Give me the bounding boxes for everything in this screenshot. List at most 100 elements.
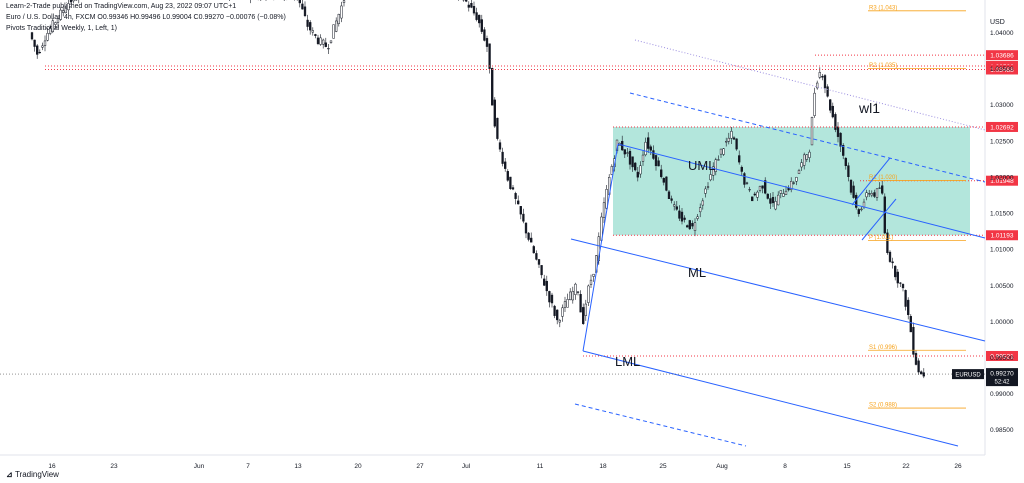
- candle-body: [553, 305, 556, 316]
- time-tick: 15: [843, 463, 851, 470]
- candle-body: [849, 179, 853, 193]
- candle-body: [660, 169, 663, 178]
- candle-body: [51, 20, 54, 32]
- candle-body: [579, 294, 582, 313]
- candle-body: [917, 360, 920, 373]
- time-tick: 22: [902, 463, 910, 470]
- candle-body: [912, 326, 915, 355]
- candle-body: [647, 137, 650, 149]
- candle-body: [899, 282, 902, 284]
- candle-body: [582, 307, 585, 324]
- candle-body: [800, 162, 803, 168]
- candle-body: [665, 176, 668, 191]
- candle-body: [641, 154, 645, 162]
- median-line: [570, 238, 986, 342]
- candle-body: [797, 170, 801, 174]
- candle-body: [678, 210, 681, 219]
- candle-body: [506, 171, 509, 181]
- candle-body: [688, 220, 691, 230]
- candle-body: [680, 211, 684, 222]
- candle-body: [732, 137, 736, 140]
- candle-body: [340, 5, 343, 19]
- candle-body: [712, 166, 715, 176]
- time-tick: Jul: [462, 463, 471, 470]
- candle-body: [41, 45, 44, 48]
- candle-body: [467, 4, 470, 8]
- candle-body: [818, 72, 821, 78]
- pivots-indicator-line: Pivots Traditional Weekly, 1, Left, 1): [6, 25, 118, 32]
- candle-body: [478, 14, 481, 24]
- candle-body: [834, 114, 837, 130]
- candle-body: [592, 273, 595, 277]
- candle-body: [743, 173, 746, 185]
- candle-body: [756, 191, 759, 198]
- candle-body: [766, 193, 769, 199]
- price-tick: 1.03500: [990, 66, 1014, 73]
- price-tick: 1.02000: [990, 174, 1014, 181]
- price-axis[interactable]: 1.04000 1.03500 1.03000 1.02500 1.02000 1.015…: [990, 30, 1014, 434]
- candle-body: [589, 279, 593, 285]
- level-price-label: 1.03686: [990, 53, 1014, 60]
- candle-body: [675, 206, 678, 210]
- candle-body: [888, 251, 892, 262]
- candle-body: [522, 213, 525, 222]
- candle-body: [823, 75, 827, 89]
- candle-body: [498, 142, 502, 150]
- candle-body: [54, 22, 57, 25]
- candle-body: [30, 32, 34, 40]
- candle-body: [316, 37, 320, 44]
- price-tick: 0.98500: [990, 427, 1014, 434]
- time-tick: 20: [354, 463, 362, 470]
- candle-body: [805, 154, 808, 160]
- time-axis[interactable]: 16 23 Jun 7 13 20 27 Jul 11 18 25 Aug 8 15 22 26: [48, 463, 962, 470]
- candle-body: [631, 156, 634, 168]
- price-tick: 1.00500: [990, 283, 1014, 290]
- candle-body: [623, 149, 626, 155]
- candle-body: [873, 192, 876, 197]
- candle-body: [485, 38, 489, 47]
- price-tick: 1.01500: [990, 211, 1014, 218]
- pivot-label: R2 (1.035): [869, 63, 897, 69]
- candle-body: [472, 6, 476, 14]
- warning-line-dashed: [574, 403, 747, 447]
- candle-body: [777, 194, 780, 206]
- candle-body: [504, 161, 507, 169]
- candle-body: [839, 132, 842, 147]
- candle-body: [875, 188, 879, 198]
- candle-body: [774, 201, 777, 210]
- candle-body: [829, 99, 832, 111]
- candle-body: [524, 222, 528, 234]
- time-tick: Aug: [716, 463, 728, 470]
- candle-body: [907, 299, 910, 316]
- pivot-label: S1 (0.996): [869, 345, 897, 351]
- candle-body: [563, 301, 567, 308]
- candle-body: [813, 92, 816, 116]
- candle-body: [693, 222, 697, 231]
- candle-body: [699, 207, 702, 213]
- candle-body: [537, 259, 541, 265]
- pivot-label: R1 (1.020): [869, 175, 897, 181]
- candle-body: [530, 237, 533, 243]
- candle-body: [329, 40, 333, 43]
- candle-body: [496, 117, 499, 139]
- level-price-label: 1.02692: [990, 124, 1014, 131]
- candle-body: [62, 10, 65, 13]
- candle-body: [803, 154, 806, 166]
- upper-warning-line-faint: [634, 39, 986, 131]
- price-tick: 1.01000: [990, 247, 1014, 254]
- candle-body: [714, 159, 717, 172]
- level-price-label: 0.99521: [990, 353, 1014, 360]
- tradingview-logo[interactable]: ⊿ TradingView: [6, 470, 59, 479]
- candle-body: [891, 261, 894, 264]
- candle-body: [868, 193, 871, 195]
- brand-text: TradingView: [14, 470, 59, 479]
- price-tick: 0.99000: [990, 391, 1014, 398]
- candle-body: [69, 0, 73, 3]
- candle-body: [920, 371, 923, 375]
- pivot-label: P (1.011): [869, 235, 893, 241]
- last-price-tag: [986, 368, 1018, 387]
- candle-body: [878, 187, 881, 189]
- candle-body: [605, 189, 608, 209]
